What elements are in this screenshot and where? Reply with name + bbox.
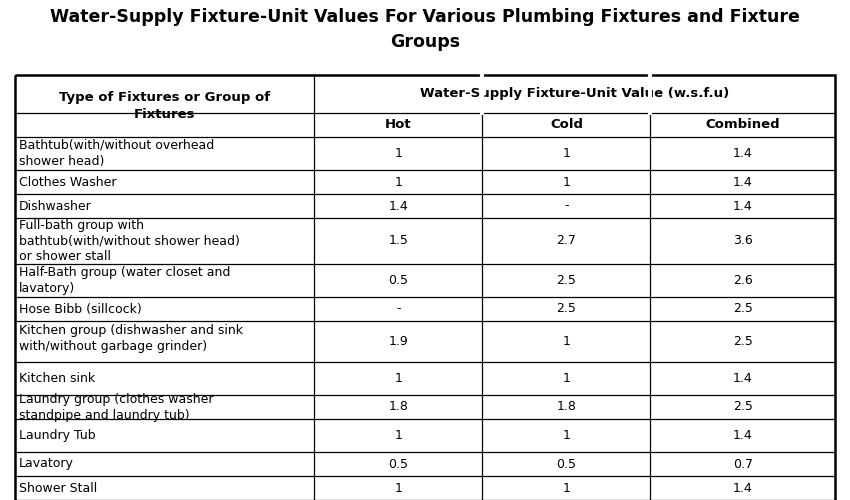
Text: 1: 1 bbox=[394, 147, 402, 160]
Text: 0.7: 0.7 bbox=[733, 458, 753, 470]
Text: Type of Fixtures or Group of
Fixtures: Type of Fixtures or Group of Fixtures bbox=[60, 91, 270, 121]
Text: 1: 1 bbox=[563, 429, 570, 442]
Text: Kitchen sink: Kitchen sink bbox=[19, 372, 95, 385]
Text: 2.5: 2.5 bbox=[733, 302, 753, 316]
Text: 1: 1 bbox=[563, 482, 570, 494]
Text: Lavatory: Lavatory bbox=[19, 458, 74, 470]
Text: 1.4: 1.4 bbox=[733, 147, 752, 160]
Text: 1: 1 bbox=[563, 372, 570, 385]
Text: Laundry Tub: Laundry Tub bbox=[19, 429, 95, 442]
Text: 1: 1 bbox=[394, 372, 402, 385]
Text: 1.4: 1.4 bbox=[733, 429, 752, 442]
Text: Clothes Washer: Clothes Washer bbox=[19, 176, 116, 188]
Text: Water-Supply Fixture-Unit Value (w.s.f.u): Water-Supply Fixture-Unit Value (w.s.f.u… bbox=[420, 88, 729, 101]
Text: 1.8: 1.8 bbox=[388, 400, 408, 413]
Text: 1: 1 bbox=[394, 429, 402, 442]
Text: Dishwasher: Dishwasher bbox=[19, 200, 92, 212]
Text: Bathtub(with/without overhead
shower head): Bathtub(with/without overhead shower hea… bbox=[19, 139, 214, 168]
Text: 1.4: 1.4 bbox=[733, 372, 752, 385]
Text: 1.4: 1.4 bbox=[733, 176, 752, 188]
Text: 2.5: 2.5 bbox=[733, 335, 753, 348]
Text: -: - bbox=[396, 302, 400, 316]
Text: 1: 1 bbox=[394, 482, 402, 494]
Text: 1.5: 1.5 bbox=[388, 234, 408, 248]
Text: 3.6: 3.6 bbox=[733, 234, 752, 248]
Text: 1: 1 bbox=[394, 176, 402, 188]
Text: Hot: Hot bbox=[385, 118, 411, 132]
Text: Cold: Cold bbox=[550, 118, 583, 132]
Text: 1.9: 1.9 bbox=[388, 335, 408, 348]
Text: 2.5: 2.5 bbox=[733, 400, 753, 413]
Text: Hose Bibb (sillcock): Hose Bibb (sillcock) bbox=[19, 302, 142, 316]
Text: Water-Supply Fixture-Unit Values For Various Plumbing Fixtures and Fixture
Group: Water-Supply Fixture-Unit Values For Var… bbox=[50, 8, 800, 51]
Text: 0.5: 0.5 bbox=[388, 274, 408, 287]
Text: Kitchen group (dishwasher and sink
with/without garbage grinder): Kitchen group (dishwasher and sink with/… bbox=[19, 324, 243, 353]
Text: 1: 1 bbox=[563, 176, 570, 188]
Text: 1: 1 bbox=[563, 335, 570, 348]
Text: 0.5: 0.5 bbox=[388, 458, 408, 470]
Text: Shower Stall: Shower Stall bbox=[19, 482, 97, 494]
Text: 1.4: 1.4 bbox=[388, 200, 408, 212]
Text: 1.4: 1.4 bbox=[733, 482, 752, 494]
Text: 2.7: 2.7 bbox=[557, 234, 576, 248]
Text: 1.8: 1.8 bbox=[557, 400, 576, 413]
Text: 1: 1 bbox=[563, 147, 570, 160]
Text: 2.6: 2.6 bbox=[733, 274, 752, 287]
Text: 2.5: 2.5 bbox=[557, 302, 576, 316]
Text: 1.4: 1.4 bbox=[733, 200, 752, 212]
Text: -: - bbox=[564, 200, 569, 212]
Text: Full-bath group with
bathtub(with/without shower head)
or shower stall: Full-bath group with bathtub(with/withou… bbox=[19, 218, 240, 264]
Text: 2.5: 2.5 bbox=[557, 274, 576, 287]
Text: Half-Bath group (water closet and
lavatory): Half-Bath group (water closet and lavato… bbox=[19, 266, 230, 295]
Text: Combined: Combined bbox=[706, 118, 780, 132]
Text: 0.5: 0.5 bbox=[557, 458, 576, 470]
Text: Laundry group (clothes washer
standpipe and laundry tub): Laundry group (clothes washer standpipe … bbox=[19, 392, 213, 422]
